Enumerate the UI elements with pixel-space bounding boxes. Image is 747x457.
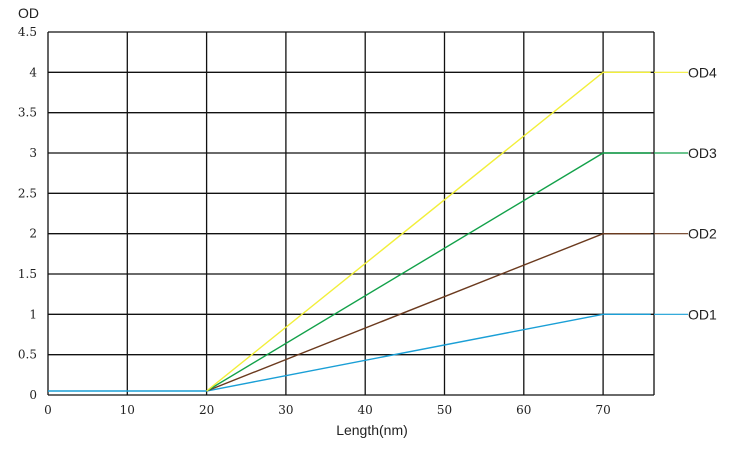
grid-lines [47, 31, 655, 396]
series-label-od4: OD4 [688, 64, 717, 80]
y-axis-title: OD [18, 5, 39, 21]
x-axis-title: Length(nm) [336, 422, 408, 438]
series-line-od1 [48, 313, 651, 392]
y-tick-label: 1.5 [18, 267, 37, 281]
y-tick-label: 2 [29, 227, 37, 241]
series-label-od3: OD3 [688, 145, 717, 161]
y-tick-label: 1 [29, 307, 37, 321]
series-labels: OD1 OD2 OD3 OD4 [654, 64, 717, 322]
tick-labels: 0 0.5 1 1.5 2 2.5 3 3.5 4 4.5 0 10 20 30 40 50 60 70 [18, 25, 611, 417]
x-tick-label: 10 [120, 403, 135, 417]
x-tick-label: 60 [516, 403, 531, 417]
y-tick-label: 3.5 [18, 106, 37, 120]
y-tick-label: 4 [29, 65, 37, 79]
x-tick-label: 40 [358, 403, 373, 417]
series-line-od2 [206, 232, 651, 392]
x-tick-label: 20 [199, 403, 214, 417]
x-tick-label: 0 [44, 403, 52, 417]
y-tick-label: 2.5 [18, 186, 37, 200]
series-label-od2: OD2 [688, 226, 717, 242]
y-tick-label: 4.5 [18, 25, 37, 39]
series-line-od4 [206, 71, 651, 392]
series-lines [48, 71, 651, 392]
x-tick-label: 30 [278, 403, 293, 417]
y-tick-label: 0 [29, 388, 37, 402]
y-tick-label: 3 [29, 146, 37, 160]
series-label-od1: OD1 [688, 306, 717, 322]
x-tick-label: 50 [437, 403, 452, 417]
series-line-od3 [206, 152, 651, 392]
x-tick-label: 70 [595, 403, 610, 417]
y-tick-label: 0.5 [18, 348, 37, 362]
